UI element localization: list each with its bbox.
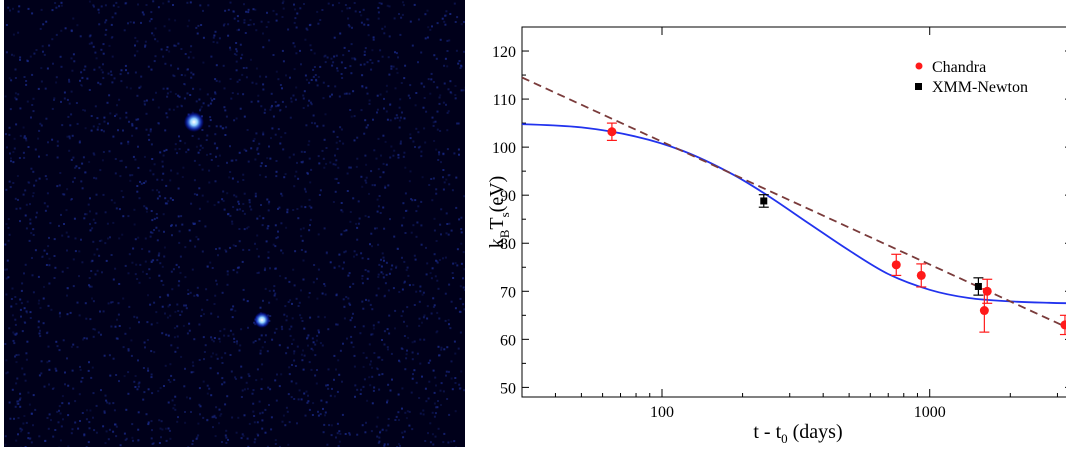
y-tick-label: 70 bbox=[500, 284, 516, 301]
legend-marker-chandra bbox=[916, 63, 923, 70]
x-tick-label: 1000 bbox=[914, 404, 946, 421]
y-tick-label: 120 bbox=[492, 44, 516, 61]
data-points bbox=[607, 123, 1066, 334]
x-axis-label: t - t0 (days) bbox=[753, 421, 842, 446]
y-tick-label: 100 bbox=[492, 140, 516, 157]
chandra-point bbox=[916, 264, 926, 287]
y-axis-label: kBTs(eV) bbox=[486, 176, 512, 249]
y-tick-label: 50 bbox=[500, 380, 516, 397]
xray-sky-map bbox=[4, 0, 465, 447]
chandra-point bbox=[607, 123, 617, 140]
y-tick-label: 110 bbox=[493, 92, 516, 109]
chandra-point bbox=[1060, 315, 1066, 334]
chandra-point bbox=[891, 254, 901, 275]
xmm-point bbox=[759, 195, 769, 207]
y-tick-label: 60 bbox=[500, 332, 516, 349]
legend-marker-xmm bbox=[915, 83, 922, 90]
xray-image bbox=[4, 0, 465, 447]
bright-source bbox=[184, 112, 204, 132]
legend-label-xmm: XMM-Newton bbox=[932, 79, 1028, 96]
faint-source bbox=[254, 312, 270, 328]
background-noise bbox=[4, 0, 465, 447]
legend-label-chandra: Chandra bbox=[932, 59, 986, 76]
fit-curve-solid bbox=[522, 124, 1066, 303]
x-tick-label: 100 bbox=[650, 404, 674, 421]
xmm-point bbox=[973, 278, 983, 295]
legend: Chandra XMM-Newton bbox=[915, 59, 1028, 96]
